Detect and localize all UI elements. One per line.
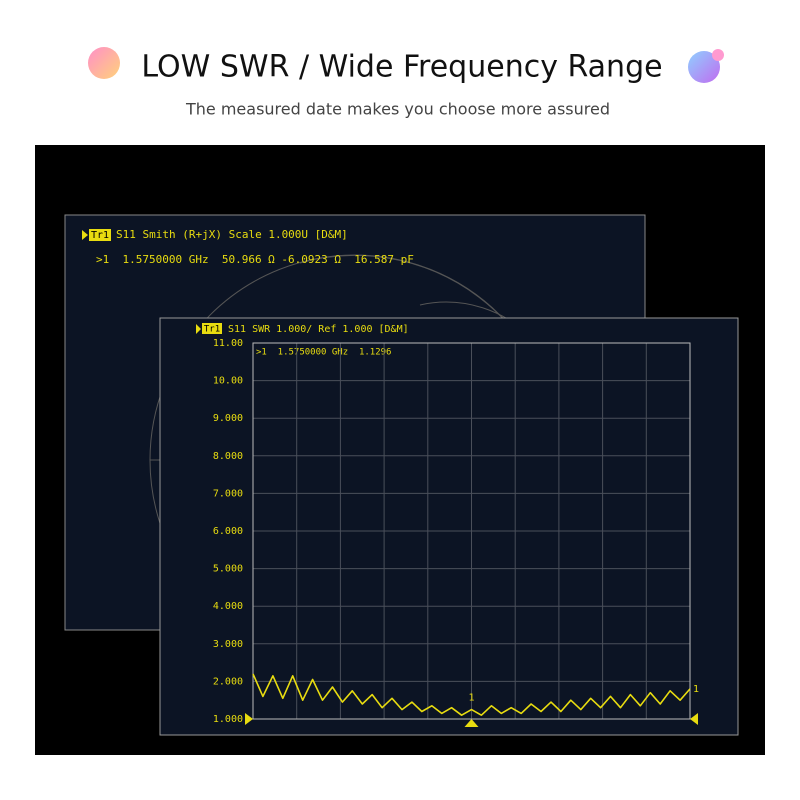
y-tick-label: 5.000 xyxy=(213,564,243,575)
ref-arrow xyxy=(690,713,698,725)
trace-badge xyxy=(202,323,222,334)
decor-dot xyxy=(88,47,120,79)
trace-label: Tr1 xyxy=(204,325,220,335)
marker-readout: >1 1.5750000 GHz 50.966 Ω -6.0923 Ω 16.5… xyxy=(96,253,414,266)
y-tick-label: 7.000 xyxy=(213,488,243,499)
y-tick-label: 6.000 xyxy=(213,526,243,537)
page-subtitle: The measured date makes you choose more … xyxy=(185,100,610,119)
y-tick-label: 8.000 xyxy=(213,451,243,462)
y-tick-label: 1.000 xyxy=(213,714,243,725)
page-title: LOW SWR / Wide Frequency Range xyxy=(141,50,662,85)
trace-arrow xyxy=(82,230,88,240)
end-marker-label: 1 xyxy=(693,684,699,695)
y-tick-label: 4.000 xyxy=(213,601,243,612)
y-tick-label: 9.000 xyxy=(213,413,243,424)
trace-badge xyxy=(89,229,111,241)
panel-title: S11 Smith (R+jX) Scale 1.000U [D&M] xyxy=(116,228,348,241)
marker-label: 1 xyxy=(468,693,474,704)
trace-arrow xyxy=(196,324,201,334)
decor-dot xyxy=(688,51,720,83)
trace-label: Tr1 xyxy=(91,230,109,241)
marker-triangle xyxy=(464,719,479,727)
y-tick-label: 10.00 xyxy=(213,376,243,387)
ref-arrow xyxy=(245,713,253,725)
y-tick-label: 2.000 xyxy=(213,676,243,687)
swr-panel xyxy=(159,317,739,736)
marker-readout: >1 1.5750000 GHz 1.1296 xyxy=(256,348,391,358)
y-tick-label: 3.000 xyxy=(213,639,243,650)
decor-dot xyxy=(712,49,724,61)
y-tick-label: 11.00 xyxy=(213,338,243,349)
swr-line xyxy=(252,673,691,717)
chart-title: S11 SWR 1.000/ Ref 1.000 [D&M] xyxy=(228,324,409,335)
